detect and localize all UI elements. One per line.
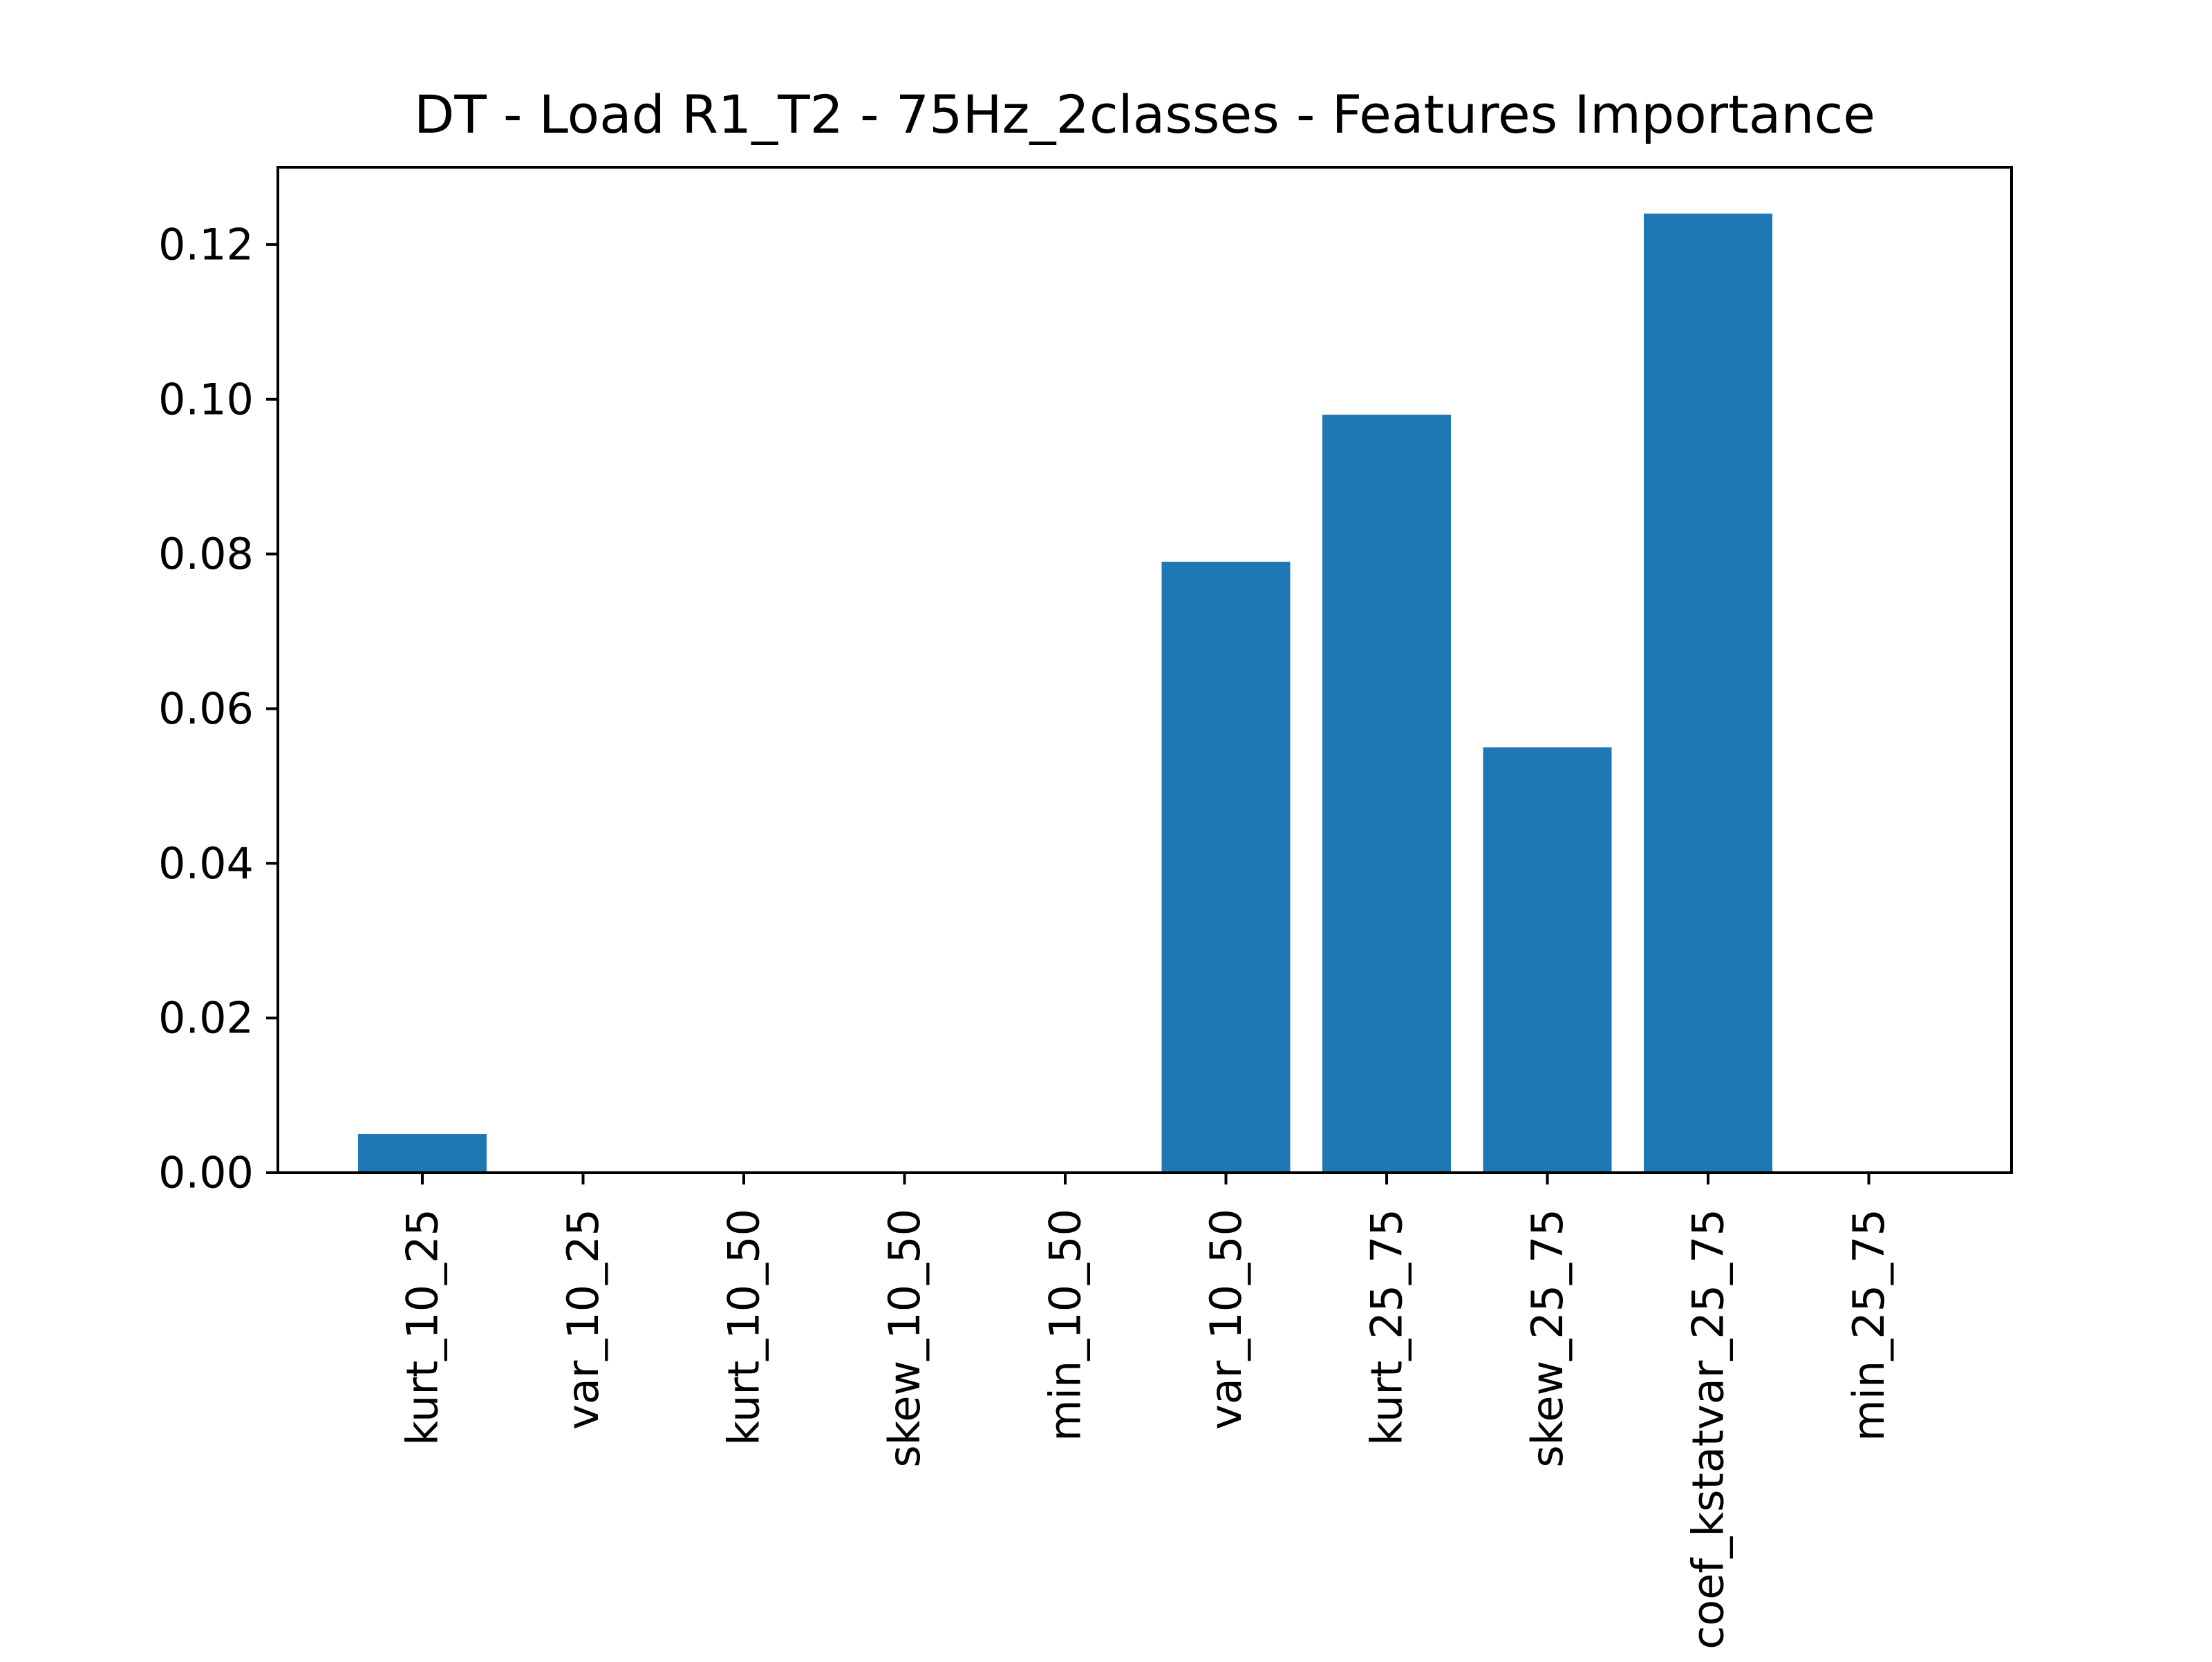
x-tick-label: kurt_10_25 [397,1209,448,1446]
x-tick-label: var_10_25 [558,1209,608,1430]
bar-kurt_25_75 [1322,415,1451,1173]
y-tick-label: 0.04 [158,838,254,889]
x-tick-label: kurt_25_75 [1362,1209,1412,1446]
y-tick-label: 0.12 [158,219,254,270]
plot-frame [276,166,2013,1174]
y-tick-label: 0.00 [158,1148,254,1198]
x-tick-label: min_10_50 [1040,1209,1091,1442]
bar-kurt_10_25 [358,1134,487,1173]
x-tick-label: skew_10_50 [879,1209,930,1468]
y-tick-label: 0.02 [158,993,254,1044]
bar-skew_25_75 [1483,747,1612,1173]
bar-var_10_50 [1161,561,1291,1173]
x-tick-label: kurt_10_50 [719,1209,769,1446]
chart-title: DT - Load R1_T2 - 75Hz_2classes - Featur… [414,84,1875,145]
bar-coef_kstatvar_25_75 [1644,214,1772,1173]
x-tick-label: coef_kstatvar_25_75 [1683,1209,1734,1650]
y-tick-label: 0.08 [158,529,254,579]
x-tick-label: var_10_50 [1201,1209,1251,1430]
x-tick-label: min_25_75 [1844,1209,1894,1442]
x-tick-label: skew_25_75 [1522,1209,1573,1468]
y-tick-label: 0.06 [158,683,254,734]
y-tick-label: 0.10 [158,374,254,424]
